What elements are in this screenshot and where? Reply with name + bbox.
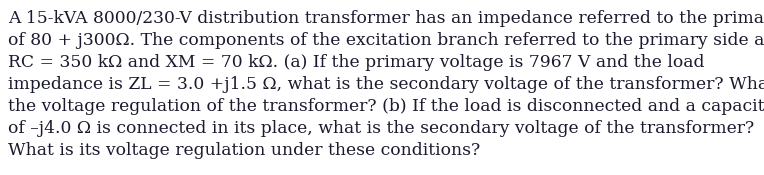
Text: A 15-kVA 8000/230-V distribution transformer has an impedance referred to the pr: A 15-kVA 8000/230-V distribution transfo… [8, 10, 764, 27]
Text: What is its voltage regulation under these conditions?: What is its voltage regulation under the… [8, 142, 481, 159]
Text: RC = 350 kΩ and XM = 70 kΩ. (a) If the primary voltage is 7967 V and the load: RC = 350 kΩ and XM = 70 kΩ. (a) If the p… [8, 54, 704, 71]
Text: of 80 + j300Ω. The components of the excitation branch referred to the primary s: of 80 + j300Ω. The components of the exc… [8, 32, 764, 49]
Text: impedance is ZL = 3.0 +j1.5 Ω, what is the secondary voltage of the transformer?: impedance is ZL = 3.0 +j1.5 Ω, what is t… [8, 76, 764, 93]
Text: the voltage regulation of the transformer? (b) If the load is disconnected and a: the voltage regulation of the transforme… [8, 98, 764, 115]
Text: of –j4.0 Ω is connected in its place, what is the secondary voltage of the trans: of –j4.0 Ω is connected in its place, wh… [8, 120, 754, 137]
